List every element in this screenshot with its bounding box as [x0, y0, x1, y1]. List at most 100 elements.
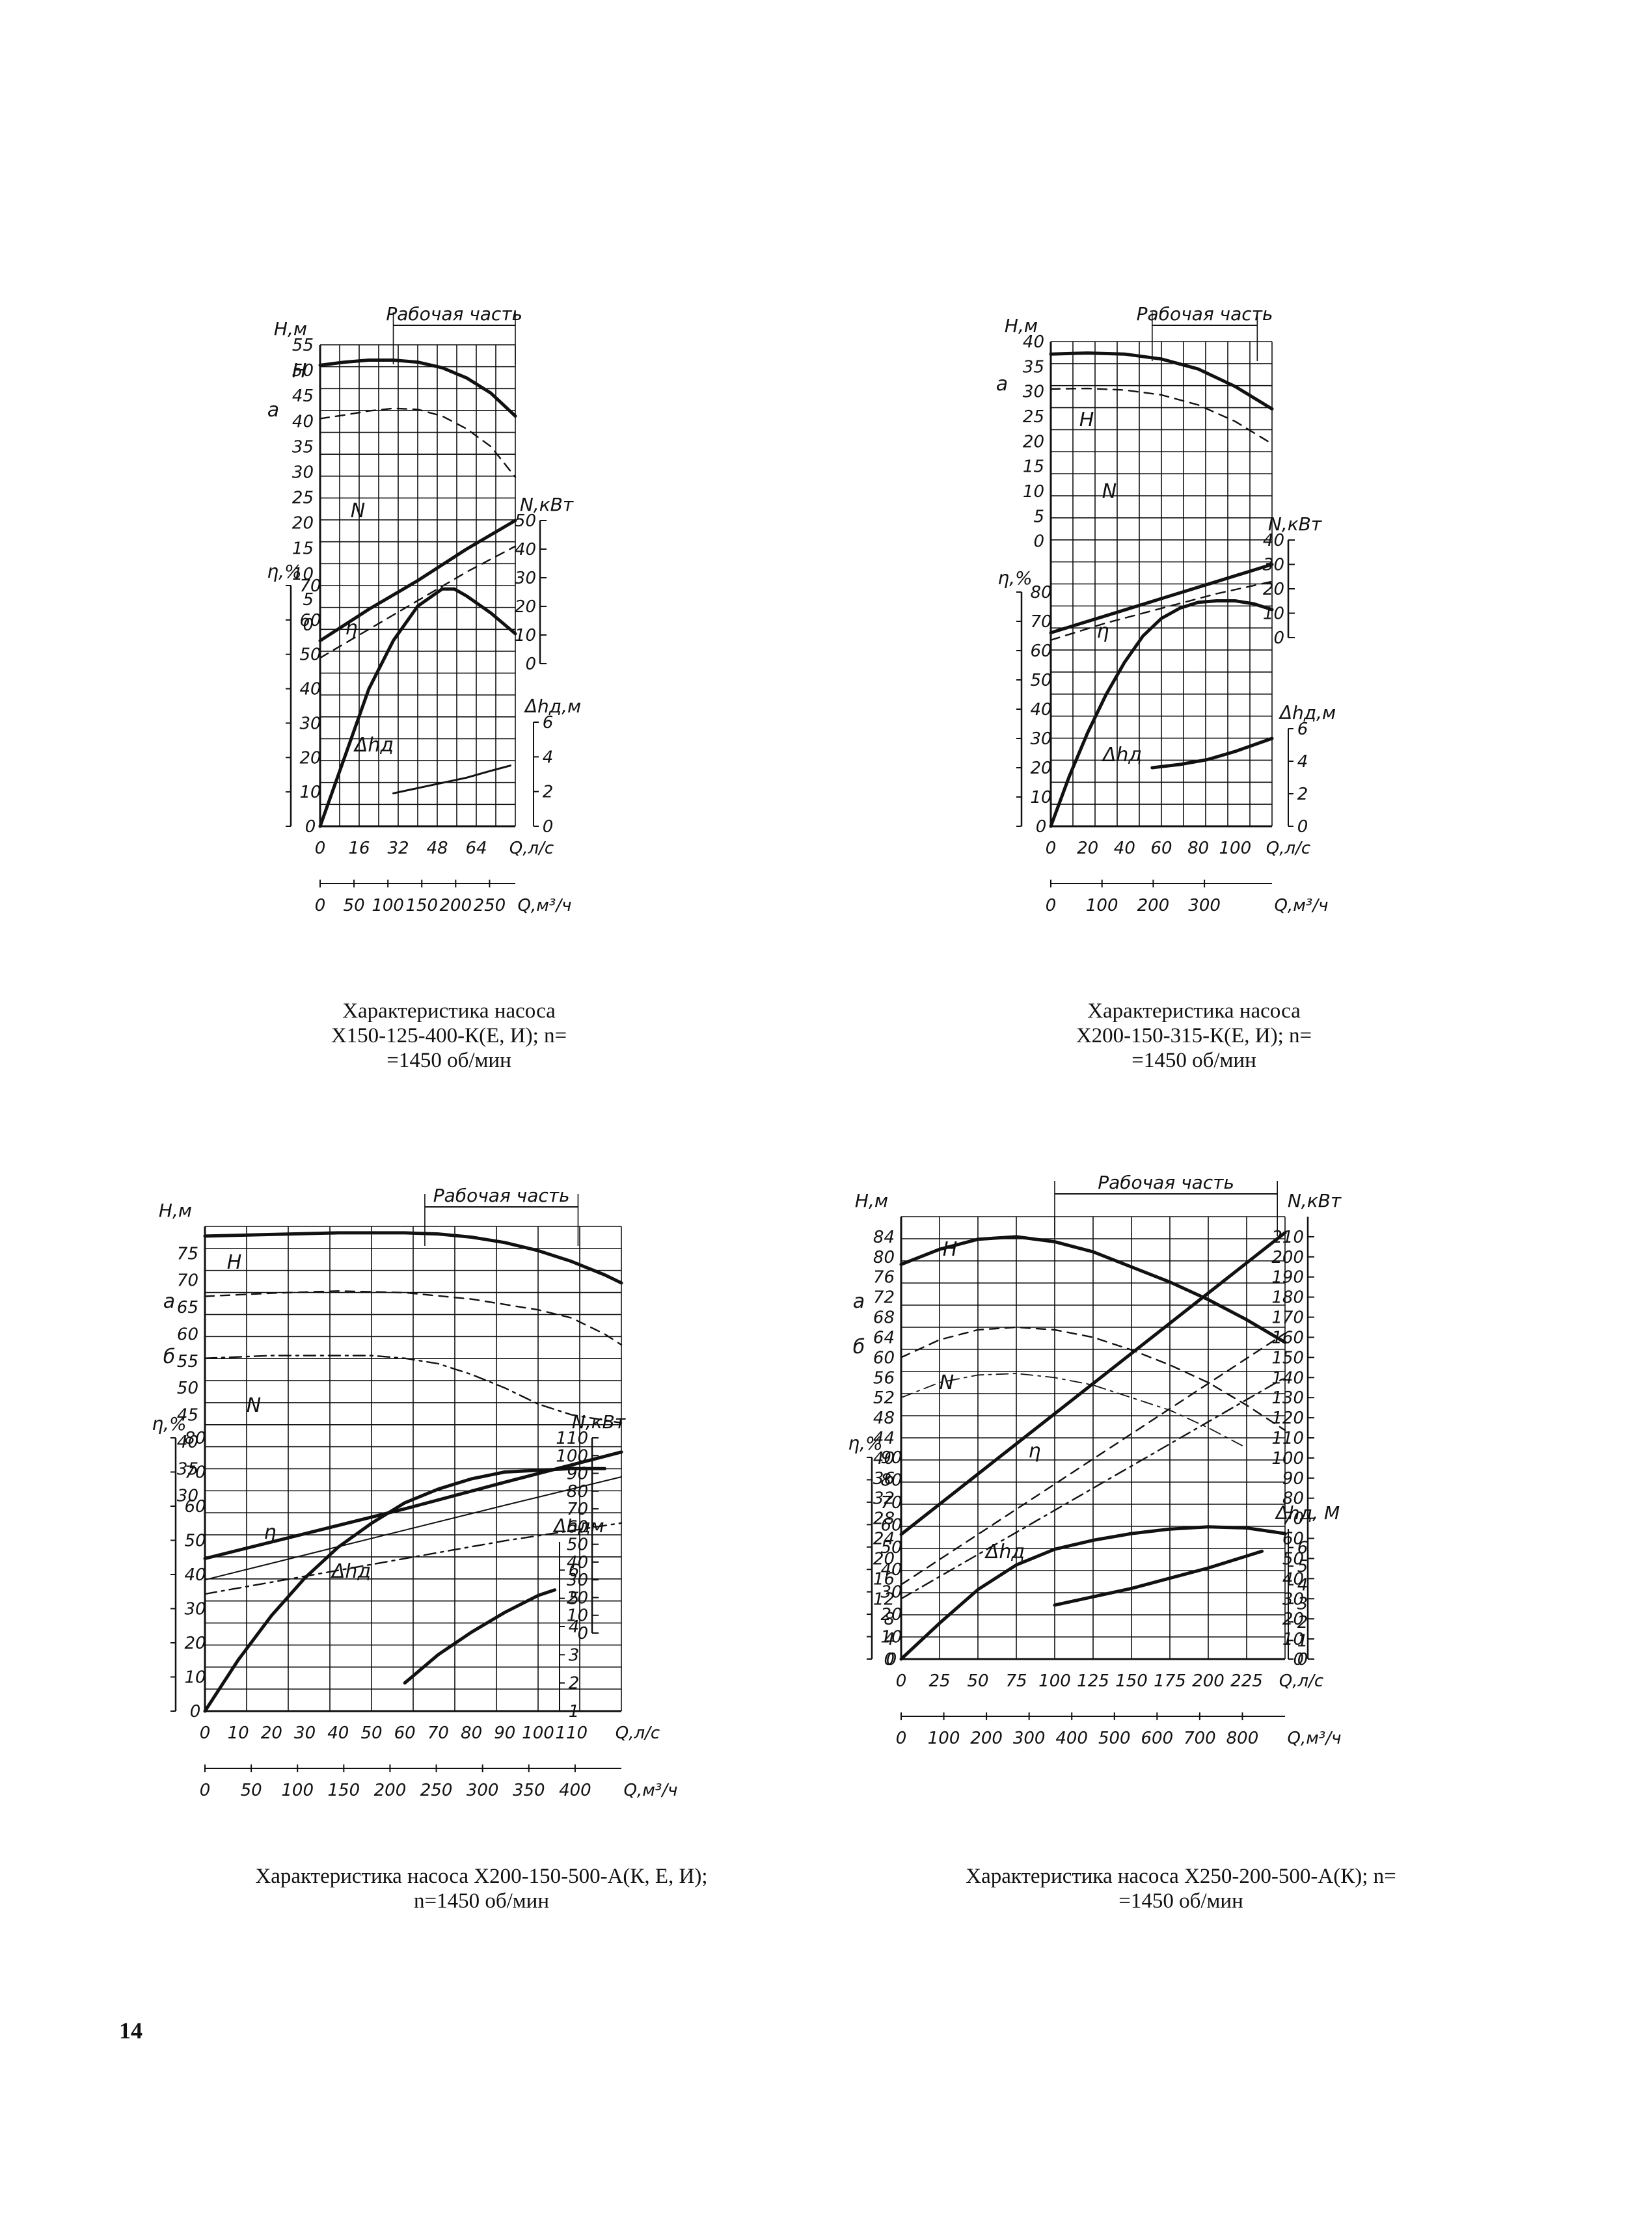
x-tick-label: 50	[967, 1671, 988, 1691]
eff-tick-label: 40	[1030, 700, 1051, 720]
chart-2-group: 30354045505560657075H,м01020304050607080…	[152, 1185, 677, 1800]
curve-label-H: H	[227, 1251, 242, 1274]
head-tick-label: 10	[292, 565, 314, 584]
power-tick-label: 0	[1293, 1650, 1304, 1669]
curve-label-H: H	[292, 360, 307, 383]
x2-tick-label: 100	[928, 1729, 960, 1748]
series-η	[1049, 599, 1274, 828]
x-tick-label: 40	[1114, 839, 1135, 858]
x-tick-label: 0	[200, 1723, 211, 1743]
power-tick-label: 170	[1271, 1308, 1304, 1328]
x-tick-label: 10	[228, 1723, 249, 1743]
head-tick-label: 44	[873, 1429, 895, 1448]
eff-tick-label: 40	[299, 680, 321, 699]
eff-tick-label: 10	[1030, 788, 1051, 807]
power-tick-label: 10	[515, 626, 536, 645]
npsh-axis-label: Δhдм	[552, 1515, 604, 1537]
power-tick-label: 40	[1263, 531, 1284, 550]
eff-tick-label: 60	[880, 1515, 902, 1535]
series-N-б	[900, 1377, 1286, 1600]
series-Δhд	[392, 764, 511, 794]
x-tick-label: 48	[426, 839, 448, 858]
head-tick-label: 35	[177, 1459, 198, 1479]
head-tick-label: 64	[873, 1328, 895, 1347]
curve-label-η: η	[345, 617, 357, 640]
series-a	[1049, 387, 1273, 445]
npsh-tick-label: 0	[1297, 817, 1308, 837]
power-axis-label: N,кВт	[1268, 513, 1322, 535]
x-tick-label: 100	[522, 1723, 554, 1743]
head-tick-label: 25	[1023, 407, 1044, 427]
eff-tick-label: 20	[299, 748, 321, 768]
x2-tick-label: 600	[1141, 1729, 1174, 1748]
power-tick-label: 0	[1273, 628, 1284, 648]
npsh-tick-label: 2	[543, 783, 554, 802]
power-tick-label: 190	[1271, 1268, 1304, 1288]
npsh-tick-label: 0	[1297, 1650, 1308, 1669]
series-η	[203, 1466, 606, 1713]
x-axis-label: Q,л/с	[1266, 839, 1310, 858]
curve-label-a: a	[853, 1290, 865, 1313]
head-tick-label: 70	[177, 1271, 198, 1291]
series-η	[318, 587, 517, 828]
x2-tick-label: 0	[1046, 896, 1057, 915]
head-tick-label: 76	[873, 1268, 895, 1288]
chart-1-group: 0510152025303540H,м01020304050607080η,%0…	[996, 303, 1336, 915]
pump-chart-x250-svg: 0481216202428323640444852566064687276808…	[848, 1172, 1342, 1748]
power-tick-label: 70	[567, 1500, 588, 1519]
head-tick-label: 4	[884, 1630, 895, 1649]
x-tick-label: 64	[465, 839, 487, 858]
eff-tick-label: 50	[299, 645, 321, 665]
x-tick-label: 60	[1150, 839, 1172, 858]
series-N-a	[319, 545, 517, 659]
power-tick-label: 60	[567, 1517, 588, 1537]
power-tick-label: 180	[1271, 1288, 1304, 1308]
x-tick-label: 16	[348, 839, 370, 858]
head-tick-label: 80	[873, 1248, 895, 1267]
eff-tick-label: 20	[184, 1634, 206, 1653]
head-tick-label: 45	[292, 386, 314, 406]
head-tick-label: 65	[177, 1298, 198, 1317]
x2-axis-label: Q,м³/ч	[1288, 1729, 1342, 1748]
head-tick-label: 55	[292, 336, 314, 355]
series-N	[1049, 563, 1274, 634]
curve-label-η: η	[1028, 1440, 1040, 1463]
curve-label-a: a	[267, 399, 279, 422]
head-tick-label: 30	[292, 463, 314, 482]
power-tick-label: 110	[556, 1429, 588, 1448]
series-N-a	[1049, 580, 1273, 641]
pump-chart-x150: 0 5 10 15 20 25 30 35 40 45 50 55 H,м 0 10 20 30 40 50 60 70…	[260, 303, 677, 915]
power-tick-label: 110	[1271, 1429, 1304, 1448]
x2-tick-label: 200	[970, 1729, 1003, 1748]
eff-tick-label: 40	[184, 1565, 206, 1585]
caption-x150: Характеристика насоса Х150-125-400-К(Е, …	[331, 999, 567, 1072]
pump-chart-x200-500: 30 35 40 45 50 55 60 65 70 75 H,м 0 10 20 30 40 50 60 70 80…	[152, 1178, 742, 1800]
power-tick-label: 30	[515, 569, 536, 588]
npsh-tick-label: 4	[569, 1617, 580, 1637]
power-tick-label: 40	[567, 1553, 588, 1573]
eff-axis-label: η,%	[997, 567, 1032, 589]
npsh-axis-label: Δhд,м	[524, 696, 581, 717]
head-tick-label: 60	[177, 1325, 198, 1344]
power-tick-label: 120	[1271, 1409, 1304, 1428]
caption-x250: Характеристика насоса Х250-200-500-А(К);…	[966, 1865, 1396, 1913]
head-tick-label: 30	[177, 1487, 198, 1506]
work-zone-label: Рабочая часть	[1098, 1172, 1234, 1193]
head-tick-label: 40	[1023, 332, 1044, 352]
power-axis-label: N,кВт	[1288, 1190, 1342, 1211]
eff-tick-label: 30	[184, 1600, 206, 1619]
eff-tick-label: 80	[184, 1429, 206, 1448]
npsh-tick-label: 6	[569, 1561, 580, 1580]
head-tick-label: 32	[873, 1489, 895, 1509]
head-axis-label: H,м	[855, 1190, 888, 1211]
x2-tick-label: 400	[1055, 1729, 1088, 1748]
eff-tick-label: 80	[880, 1470, 902, 1490]
eff-tick-label: 70	[184, 1463, 206, 1483]
x-tick-label: 0	[896, 1671, 907, 1691]
series-a	[204, 1290, 623, 1346]
x-tick-label: 20	[261, 1723, 282, 1743]
x2-tick-label: 350	[513, 1781, 545, 1800]
power-tick-label: 10	[1282, 1630, 1304, 1649]
power-tick-label: 50	[515, 511, 536, 531]
head-tick-label: 16	[873, 1569, 895, 1589]
